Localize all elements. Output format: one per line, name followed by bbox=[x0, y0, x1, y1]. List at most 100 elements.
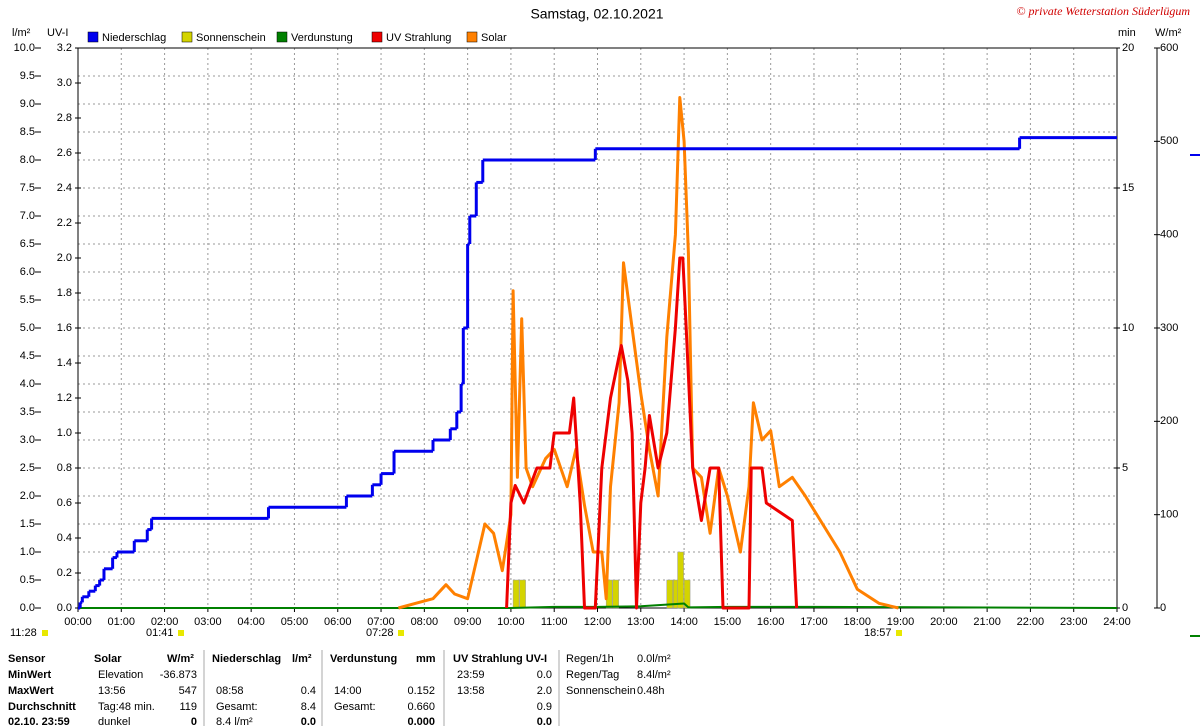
y-tick-label: 8.0 bbox=[20, 154, 35, 166]
y-tick-label: 100 bbox=[1160, 509, 1178, 521]
cell-value: 0.000 bbox=[407, 716, 435, 726]
y-tick-label: 8.5 bbox=[20, 126, 35, 138]
y-tick-label: 2.4 bbox=[57, 182, 72, 194]
chart-title: Samstag, 02.10.2021 bbox=[530, 6, 663, 22]
y-tick-label: 0.0 bbox=[20, 602, 35, 614]
x-tick-label: 05:00 bbox=[281, 616, 309, 628]
time-annotation: 18:57 bbox=[864, 627, 892, 639]
y-tick-label: 1.0 bbox=[57, 427, 72, 439]
y-tick-label: 1.8 bbox=[57, 287, 72, 299]
annotation-marker bbox=[896, 630, 902, 636]
cell-value: -36.873 bbox=[160, 669, 197, 681]
y-tick-label: 0.8 bbox=[57, 462, 72, 474]
cell-label: 13:58 bbox=[457, 685, 485, 697]
legend-label: Verdunstung bbox=[291, 32, 353, 44]
cell-value: 547 bbox=[179, 685, 197, 697]
cell-label: 8.4 l/m² bbox=[216, 716, 253, 726]
y-tick-label: 4.5 bbox=[20, 350, 35, 362]
sunshine-bar bbox=[512, 579, 520, 609]
y-tick-label: 0.6 bbox=[57, 497, 72, 509]
group-header: Niederschlag bbox=[212, 653, 281, 665]
legend-label: Solar bbox=[481, 32, 507, 44]
y-tick-label: 3.0 bbox=[20, 434, 35, 446]
x-tick-label: 00:00 bbox=[64, 616, 92, 628]
y-tick-label: 2.0 bbox=[57, 252, 72, 264]
cell-label: Gesamt: bbox=[334, 701, 376, 713]
x-tick-label: 08:00 bbox=[411, 616, 439, 628]
y-tick-label: 1.2 bbox=[57, 392, 72, 404]
legend-label: UV Strahlung bbox=[386, 32, 451, 44]
legend-swatch bbox=[181, 31, 193, 43]
group-unit: l/m² bbox=[292, 653, 312, 665]
cell-label: 14:00 bbox=[334, 685, 362, 697]
y-tick-label: 10.0 bbox=[14, 42, 35, 54]
group-header: UV Strahlung UV-I bbox=[453, 653, 547, 665]
x-tick-label: 19:00 bbox=[887, 616, 915, 628]
legend-label: Sonnenschein bbox=[196, 32, 266, 44]
y-tick-label: 7.0 bbox=[20, 210, 35, 222]
extra-value: 0.0l/m² bbox=[637, 653, 671, 665]
x-tick-label: 21:00 bbox=[973, 616, 1001, 628]
x-tick-label: 15:00 bbox=[714, 616, 742, 628]
legend-swatch bbox=[87, 31, 99, 43]
y-tick-label: 2.5 bbox=[20, 462, 35, 474]
y-tick-label: 1.0 bbox=[20, 546, 35, 558]
series-line bbox=[78, 602, 1118, 609]
y-tick-label: 5.5 bbox=[20, 294, 35, 306]
x-tick-label: 06:00 bbox=[324, 616, 352, 628]
y-tick-label: 300 bbox=[1160, 322, 1178, 334]
axis-label: min bbox=[1118, 27, 1136, 39]
group-header: Solar bbox=[94, 653, 122, 665]
y-tick-label: 9.0 bbox=[20, 98, 35, 110]
cell-label: 23:59 bbox=[457, 669, 485, 681]
y-tick-label: 3.5 bbox=[20, 406, 35, 418]
series-line bbox=[398, 96, 899, 610]
group-unit: mm bbox=[416, 653, 436, 665]
cell-label: 08:58 bbox=[216, 685, 244, 697]
x-tick-label: 23:00 bbox=[1060, 616, 1088, 628]
cell-value: 2.0 bbox=[537, 685, 552, 697]
y-tick-label: 0 bbox=[1160, 602, 1166, 614]
axis-label: W/m² bbox=[1155, 27, 1182, 39]
y-tick-label: 2.6 bbox=[57, 147, 72, 159]
cell-label: dunkel bbox=[98, 716, 130, 726]
x-tick-label: 16:00 bbox=[757, 616, 785, 628]
row-label: 02.10. 23:59 bbox=[8, 716, 70, 726]
y-tick-label: 2.8 bbox=[57, 112, 72, 124]
legend-swatch bbox=[466, 31, 478, 43]
row-label: Sensor bbox=[8, 653, 46, 665]
sunshine-bar bbox=[519, 579, 526, 609]
row-label: MinWert bbox=[8, 669, 52, 681]
extra-value: 0.48h bbox=[637, 685, 665, 697]
x-tick-label: 12:00 bbox=[584, 616, 612, 628]
y-tick-label: 0.0 bbox=[57, 602, 72, 614]
extra-label: Regen/1h bbox=[566, 653, 614, 665]
cell-value: 0.0 bbox=[301, 716, 316, 726]
axis-label: l/m² bbox=[12, 27, 31, 39]
annotation-marker bbox=[42, 630, 48, 636]
series-line bbox=[505, 256, 799, 610]
extra-value: 8.4l/m² bbox=[637, 669, 671, 681]
cell-value: 8.4 bbox=[301, 701, 316, 713]
cell-value: 0.152 bbox=[407, 685, 435, 697]
y-tick-label: 3.2 bbox=[57, 42, 72, 54]
y-tick-label: 6.5 bbox=[20, 238, 35, 250]
legend-label: Niederschlag bbox=[102, 32, 166, 44]
y-tick-label: 1.6 bbox=[57, 322, 72, 334]
legend-swatch bbox=[276, 31, 288, 43]
x-tick-label: 18:00 bbox=[843, 616, 871, 628]
x-tick-label: 11:00 bbox=[541, 616, 568, 628]
cell-label: Elevation bbox=[98, 669, 143, 681]
x-tick-label: 14:00 bbox=[670, 616, 698, 628]
time-annotation: 01:41 bbox=[146, 627, 174, 639]
annotation-marker bbox=[398, 630, 404, 636]
cell-label: 13:56 bbox=[98, 685, 126, 697]
cell-value: 0.9 bbox=[537, 701, 552, 713]
y-tick-label: 0.2 bbox=[57, 567, 72, 579]
cell-value: 0 bbox=[191, 716, 197, 726]
cell-value: 119 bbox=[179, 701, 197, 713]
y-tick-label: 2.0 bbox=[20, 490, 35, 502]
x-tick-label: 17:00 bbox=[800, 616, 828, 628]
y-tick-label: 500 bbox=[1160, 135, 1178, 147]
y-tick-label: 1.5 bbox=[20, 518, 35, 530]
